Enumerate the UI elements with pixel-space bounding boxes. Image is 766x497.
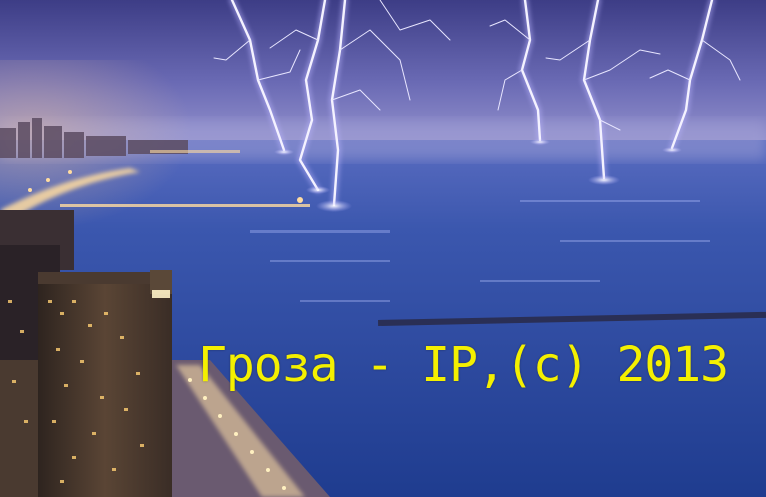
lightning-bolts — [213, 0, 741, 209]
strike-glows — [274, 139, 682, 212]
tower-building — [38, 270, 172, 497]
breakwater-pier — [377, 311, 766, 326]
street-lights — [188, 378, 286, 490]
water-reflections — [250, 200, 710, 302]
tower-windows — [8, 300, 144, 483]
watermark-caption: Гроза - IP,(с) 2013 — [198, 337, 729, 393]
lightning-bolt-2 — [298, 0, 327, 192]
